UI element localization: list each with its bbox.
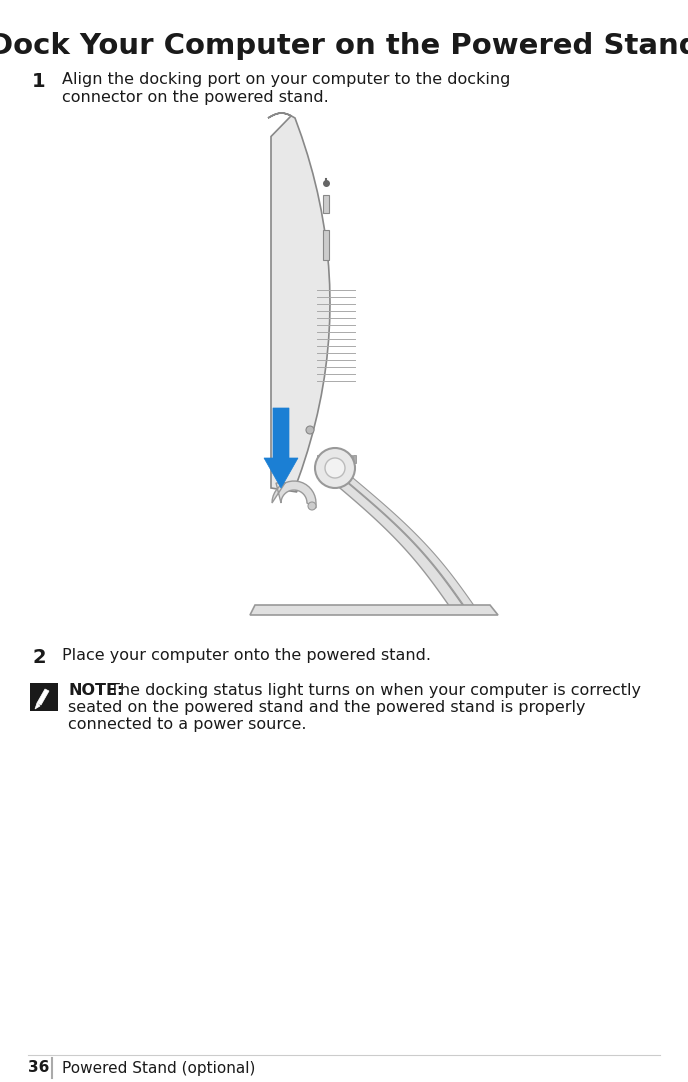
- Bar: [30, 683, 58, 711]
- Polygon shape: [343, 478, 475, 607]
- Polygon shape: [250, 605, 498, 615]
- Bar: [323, 195, 329, 213]
- Bar: [325, 456, 327, 463]
- Bar: [353, 456, 356, 463]
- Circle shape: [306, 426, 314, 434]
- Text: connected to a power source.: connected to a power source.: [68, 717, 306, 733]
- Text: NOTE:: NOTE:: [68, 683, 123, 698]
- Text: connector on the powered stand.: connector on the powered stand.: [62, 90, 329, 105]
- Text: 2: 2: [32, 648, 45, 667]
- Text: 36: 36: [28, 1060, 50, 1076]
- Bar: [341, 456, 343, 463]
- Bar: [329, 456, 332, 463]
- Bar: [337, 456, 339, 463]
- Circle shape: [308, 502, 316, 510]
- Circle shape: [315, 448, 355, 488]
- Bar: [321, 456, 323, 463]
- Text: The docking status light turns on when your computer is correctly: The docking status light turns on when y…: [110, 683, 641, 698]
- Text: seated on the powered stand and the powered stand is properly: seated on the powered stand and the powe…: [68, 700, 585, 715]
- Bar: [345, 456, 347, 463]
- Bar: [333, 456, 336, 463]
- Polygon shape: [272, 481, 316, 509]
- Circle shape: [325, 458, 345, 478]
- Text: Place your computer onto the powered stand.: Place your computer onto the powered sta…: [62, 648, 431, 663]
- Bar: [323, 230, 329, 260]
- Polygon shape: [264, 408, 298, 488]
- Text: Dock Your Computer on the Powered Stand: Dock Your Computer on the Powered Stand: [0, 32, 688, 60]
- Text: 1: 1: [32, 72, 45, 91]
- Polygon shape: [328, 478, 464, 607]
- Bar: [349, 456, 352, 463]
- Bar: [317, 456, 319, 463]
- Polygon shape: [35, 703, 40, 709]
- Polygon shape: [37, 689, 49, 705]
- Text: Powered Stand (optional): Powered Stand (optional): [62, 1060, 255, 1076]
- Text: Align the docking port on your computer to the docking: Align the docking port on your computer …: [62, 72, 510, 87]
- Polygon shape: [268, 114, 330, 492]
